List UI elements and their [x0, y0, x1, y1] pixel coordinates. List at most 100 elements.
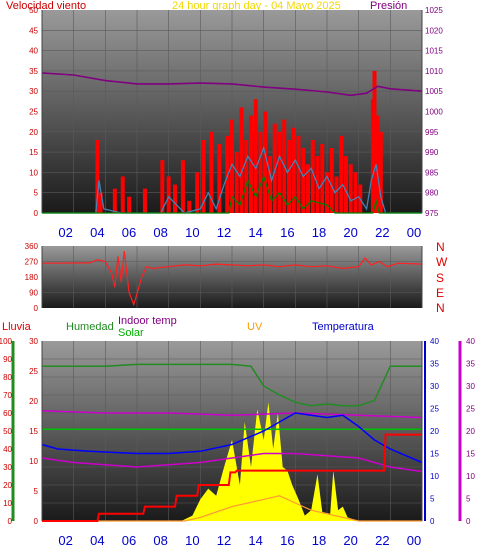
wind-gust-bar: [253, 99, 258, 213]
wind-gust-bar: [263, 111, 268, 213]
wind-gust-bar: [217, 143, 222, 213]
rain-tick-label: 30: [3, 463, 12, 472]
wind-gust-bar: [120, 176, 125, 213]
hour-tick-label: 06: [122, 533, 136, 548]
humidity-tick-label: 20: [29, 397, 38, 406]
wind-axis-title: Velocidad viento: [6, 0, 87, 12]
rain-tick-label: 10: [3, 499, 12, 508]
wind-tick-label: 25: [29, 108, 38, 117]
pressure-line: [41, 72, 423, 97]
pressure-tick-label: 1025: [425, 6, 443, 15]
dew-point-line: [41, 410, 423, 419]
temperature-tick-label: 30: [430, 382, 439, 391]
wind-gust-bar: [378, 131, 383, 213]
rain-tick-label: 70: [3, 391, 12, 400]
temperature-tick-label: 35: [430, 360, 439, 369]
legend-temperature: Temperatura: [312, 321, 374, 333]
rain-tick-label: 0: [8, 517, 13, 526]
hour-tick-label: 22: [375, 533, 389, 548]
wind-gust-bar: [187, 200, 192, 213]
pressure-tick-label: 1000: [425, 108, 443, 117]
hour-tick-label: 10: [185, 533, 199, 548]
pressure-tick-label: 990: [425, 148, 439, 157]
hour-tick-label: 02: [58, 533, 72, 548]
hour-tick-label: 18: [312, 225, 326, 240]
hour-tick-label: 06: [122, 225, 136, 240]
wind-tick-label: 5: [34, 189, 39, 198]
wind-gust-bar: [287, 139, 291, 213]
hour-tick-label: 18: [312, 533, 326, 548]
wind-gust-bar: [160, 160, 165, 213]
hour-tick-label: 22: [375, 225, 389, 240]
wind-gust-bar: [258, 131, 263, 213]
direction-tick-label: 90: [29, 289, 38, 298]
wind-gust-bar: [329, 148, 334, 213]
hour-tick-label: 14: [248, 225, 262, 240]
wind-gust-bar: [301, 148, 306, 213]
wind-gust-bar: [291, 127, 296, 213]
wind-gust-bar: [268, 156, 272, 213]
humidity-tick-label: 25: [29, 367, 38, 376]
hour-tick-label: 16: [280, 533, 294, 548]
wind-tick-label: 45: [29, 26, 38, 35]
hour-tick-label: 12: [217, 533, 231, 548]
hour-tick-label: 04: [90, 225, 104, 240]
wind-gust-bar: [272, 123, 277, 213]
pressure-tick-label: 985: [425, 168, 439, 177]
temperature-line: [41, 412, 423, 464]
temperature-tick-label: 20: [430, 427, 439, 436]
wind-gust-bar: [180, 160, 185, 213]
hour-tick-label: 10: [185, 225, 199, 240]
wind-gust-bar: [320, 143, 325, 213]
humidity-tick-label: 15: [29, 427, 38, 436]
wind-tick-label: 20: [29, 128, 38, 137]
compass-label-n-top: N: [436, 240, 445, 254]
hour-tick-label: 14: [248, 533, 262, 548]
wind-gust-bar: [230, 119, 234, 213]
wind-gust-bar: [296, 135, 301, 213]
legend-indoor-temp: Indoor temp: [118, 315, 177, 327]
dew-tick-label: 20: [466, 427, 475, 436]
dew-point-low-line: [41, 452, 423, 473]
humidity-line: [42, 363, 422, 407]
compass-label-s: S: [436, 271, 445, 285]
rain-line: [42, 433, 422, 522]
hour-tick-label: 00: [407, 533, 421, 548]
compass-label-e: E: [436, 286, 445, 300]
uv-line: [42, 495, 422, 522]
hour-tick-label: 16: [280, 225, 294, 240]
dew-tick-label: 0: [466, 517, 471, 526]
wind-gust-bar: [348, 164, 353, 213]
temperature-tick-label: 25: [430, 405, 439, 414]
direction-tick-label: 180: [25, 273, 39, 282]
pressure-tick-label: 980: [425, 189, 439, 198]
wind-gust-bar: [209, 131, 214, 213]
direction-tick-label: 270: [25, 258, 39, 267]
temperature-tick-label: 5: [430, 495, 435, 504]
wind-tick-label: 35: [29, 67, 38, 76]
wind-gust-bar: [234, 152, 239, 213]
compass-label-n-bottom: N: [436, 301, 445, 315]
temperature-tick-label: 15: [430, 450, 439, 459]
rain-tick-label: 50: [3, 427, 12, 436]
pressure-tick-label: 1015: [425, 47, 443, 56]
wind-gust-bar: [98, 192, 103, 213]
wind-gust-bar: [201, 139, 206, 213]
temperature-tick-label: 0: [430, 517, 435, 526]
wind-tick-label: 50: [29, 6, 38, 15]
dew-tick-label: 35: [466, 360, 475, 369]
wind-gust-bar: [166, 176, 171, 213]
wind-gust-bar: [375, 115, 380, 213]
rain-tick-label: 80: [3, 373, 12, 382]
dew-tick-label: 40: [466, 337, 475, 346]
hour-tick-label: 08: [153, 533, 167, 548]
temperature-tick-label: 10: [430, 472, 439, 481]
wind-tick-label: 10: [29, 168, 38, 177]
dew-tick-label: 10: [466, 472, 475, 481]
wind-gust-bar: [95, 139, 100, 213]
pressure-tick-label: 1010: [425, 67, 443, 76]
dew-tick-label: 5: [466, 495, 471, 504]
pressure-tick-label: 1005: [425, 87, 443, 96]
dew-tick-label: 30: [466, 382, 475, 391]
wind-gust-bar: [310, 139, 315, 213]
